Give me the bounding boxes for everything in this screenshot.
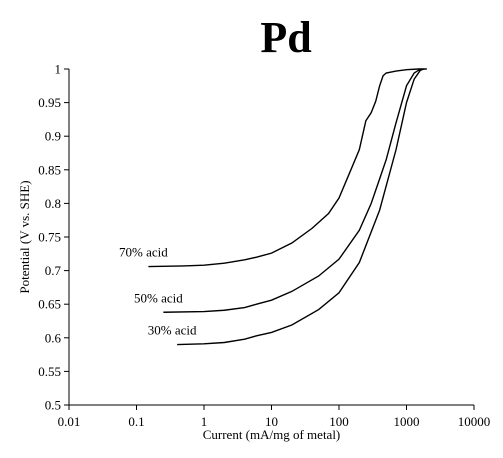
- series-line-2: [163, 68, 424, 313]
- y-tick-label: 1: [55, 62, 62, 77]
- series-label-3: 30% acid: [148, 323, 197, 338]
- x-tick-label: 0.1: [128, 414, 144, 429]
- y-tick-label: 0.85: [38, 162, 61, 177]
- y-tick-label: 0.9: [45, 129, 61, 144]
- y-tick-label: 0.55: [38, 364, 61, 379]
- x-tick-label: 1000: [394, 414, 420, 429]
- y-tick-label: 0.5: [45, 398, 61, 413]
- series-label-2: 50% acid: [134, 290, 183, 305]
- x-tick-label: 100: [329, 414, 349, 429]
- y-tick-label: 0.75: [38, 230, 61, 245]
- x-tick-label: 10000: [458, 414, 491, 429]
- x-ticks: 0.01 0.1 1 10 100 1000 10000: [58, 405, 491, 429]
- y-axis-label: Potential (V vs. SHE): [17, 180, 32, 293]
- y-tick-label: 0.8: [45, 196, 61, 211]
- x-tick-label: 0.01: [58, 414, 81, 429]
- series-label-1: 70% acid: [119, 245, 168, 260]
- y-tick-label: 0.6: [45, 330, 62, 345]
- y-tick-label: 0.95: [38, 95, 61, 110]
- y-tick-label: 0.65: [38, 297, 61, 312]
- series-line-1: [148, 68, 427, 268]
- x-tick-label: 1: [201, 414, 208, 429]
- x-tick-label: 10: [265, 414, 278, 429]
- x-axis-label: Current (mA/mg of metal): [203, 427, 341, 442]
- chart-title: Pd: [260, 13, 311, 62]
- series-line-3: [177, 68, 424, 346]
- y-ticks: 0.5 0.55 0.6 0.65 0.7 0.75 0.8 0.85 0.9 0.95 1: [38, 62, 69, 413]
- series-group: 70% acid 50% acid 30% acid: [119, 68, 427, 346]
- y-tick-label: 0.7: [45, 263, 62, 278]
- axes: [68, 69, 474, 406]
